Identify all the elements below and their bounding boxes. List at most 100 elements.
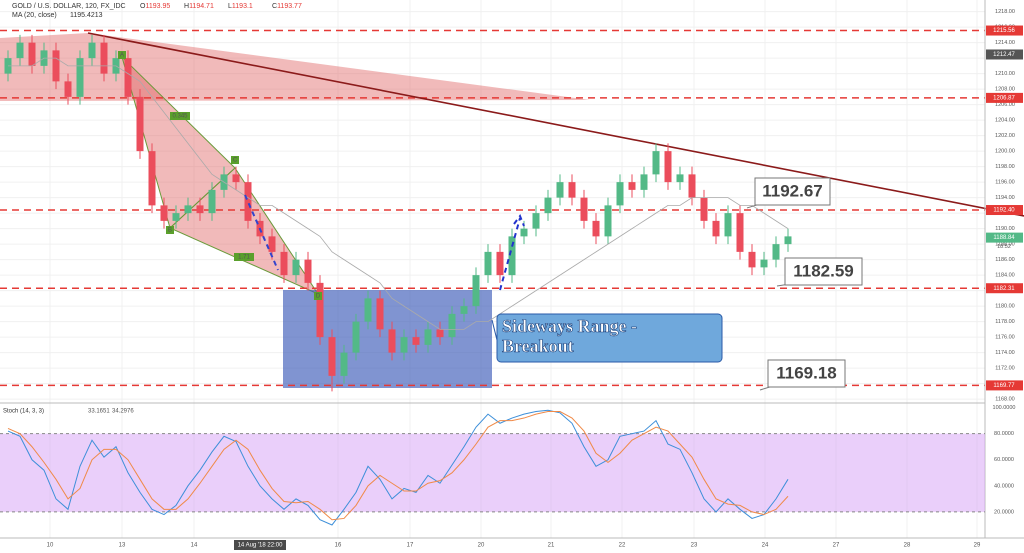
- crosshair-label-bg: [234, 540, 286, 550]
- pattern-point: A: [120, 53, 124, 59]
- axes: 1218.001216.001214.001212.001210.001208.…: [47, 9, 1023, 550]
- ohlc-value: 1194.71: [189, 3, 214, 10]
- y-tick-label: 1196.00: [995, 180, 1014, 186]
- plot: [4, 34, 792, 392]
- y-tick-label: 1208.00: [995, 87, 1015, 93]
- y-tick-label: 1210.00: [995, 71, 1015, 77]
- candle-body: [616, 182, 624, 206]
- candle-body: [436, 329, 444, 338]
- pattern-point-bg: [118, 51, 126, 59]
- x-tick-label: 10: [47, 543, 54, 549]
- y-tick-label: 1206.00: [995, 102, 1015, 108]
- price-label-bg: [986, 380, 1023, 391]
- candle-body: [484, 251, 492, 276]
- pattern-point-bg: [231, 156, 239, 164]
- crosshair-label: 14 Aug '18 22:00: [238, 543, 284, 549]
- annotations: A B C D 0.345 1.71 1192.67 1182.59 1169.18 Sidewa…: [118, 51, 863, 391]
- candle-body: [700, 197, 708, 221]
- price-label: 1215.56: [993, 28, 1015, 34]
- price-label-bg: [986, 205, 1023, 216]
- y-tick-label: 1168.00: [995, 397, 1014, 403]
- candle-body: [400, 337, 408, 353]
- x-tick-label: 17: [407, 543, 414, 549]
- candle-body: [760, 259, 768, 268]
- price-label-bg: [986, 92, 1023, 103]
- candle-body: [100, 42, 108, 74]
- range-callout: [496, 313, 723, 363]
- candle-body: [148, 151, 156, 206]
- candle-body: [292, 259, 300, 276]
- price-label: 1212.47: [993, 52, 1015, 58]
- x-tick-label: 16: [335, 543, 342, 549]
- callout-text: 1192.67: [762, 181, 823, 200]
- ma-line: [8, 57, 789, 330]
- ohlc-label: O: [140, 3, 146, 10]
- candle-body: [532, 213, 540, 229]
- price-label: 1206.87: [993, 95, 1015, 101]
- ohlc-label: C: [272, 3, 277, 10]
- candle-body: [724, 213, 732, 237]
- ohlc-value: 1193.77: [277, 3, 302, 10]
- pattern-ratio-bg: [170, 112, 190, 120]
- candle-body: [376, 298, 384, 330]
- y-tick-label: 1194.00: [995, 195, 1014, 201]
- candle-body: [736, 213, 744, 252]
- candle-body: [208, 189, 216, 214]
- stoch-tick-label: 20.0000: [994, 509, 1014, 515]
- candle-body: [604, 205, 612, 237]
- candle-body: [556, 182, 564, 198]
- stoch-band: [0, 433, 985, 512]
- y-tick-label: 1190.00: [995, 226, 1014, 232]
- pattern-ratio: 1.71: [238, 255, 250, 261]
- candle-body: [544, 197, 552, 214]
- stoch-tick-label: 60.0000: [994, 457, 1014, 463]
- price-label: 1188.84: [993, 235, 1015, 241]
- ma-label: MA (20, close): [12, 12, 57, 19]
- range-text: Sideways Range -: [502, 316, 637, 336]
- range-text: Breakout: [502, 336, 574, 356]
- candle-body: [568, 182, 576, 198]
- candle-body: [172, 213, 180, 221]
- y-tick-label: 1204.00: [995, 118, 1015, 124]
- pattern-point: C: [233, 158, 238, 164]
- breakout-arrow: [499, 213, 525, 291]
- price-label-bg: [986, 25, 1023, 36]
- stoch-line: [7, 409, 789, 526]
- price-label: 1169.77: [993, 383, 1015, 389]
- ohlc: H1194.71: [184, 3, 214, 10]
- callout-text: 1169.18: [776, 363, 837, 382]
- candle-body: [580, 197, 588, 221]
- candle-body: [748, 251, 756, 268]
- pattern-ratio: 0.345: [172, 114, 188, 120]
- candle-body: [64, 81, 72, 97]
- candle-body: [196, 205, 204, 214]
- candle-body: [340, 352, 348, 376]
- candle-body: [664, 151, 672, 183]
- countdown: 18:52: [997, 244, 1011, 250]
- x-tick-label: 20: [478, 543, 485, 549]
- y-tick-label: 1218.00: [995, 9, 1015, 15]
- stoch-tick-label: 40.0000: [994, 483, 1014, 489]
- callout-text: 1182.59: [793, 261, 854, 280]
- price-label-bg: [986, 232, 1023, 243]
- candle-body: [676, 174, 684, 183]
- ma-value: 1195.4213: [70, 12, 103, 19]
- ohlc-label: H: [184, 3, 189, 10]
- y-tick-label: 1176.00: [995, 335, 1014, 341]
- callout-box: [754, 177, 831, 206]
- price-label: 1182.31: [993, 286, 1015, 292]
- stoch-tick-label: 100.0000: [993, 405, 1016, 411]
- y-tick-label: 1200.00: [995, 149, 1015, 155]
- title: GOLD / U.S. DOLLAR, 120, FX_IDC: [12, 3, 126, 10]
- ohlc-label: L: [228, 3, 232, 10]
- price-label-bg: [986, 49, 1023, 60]
- candle-body: [268, 236, 276, 252]
- candle-body: [628, 182, 636, 190]
- stoch-tick-label: 80.0000: [994, 431, 1014, 437]
- candle-body: [316, 282, 324, 338]
- candle-body: [652, 151, 660, 175]
- candle-body: [508, 236, 516, 276]
- candle-body: [496, 251, 504, 276]
- candle-body: [280, 251, 288, 276]
